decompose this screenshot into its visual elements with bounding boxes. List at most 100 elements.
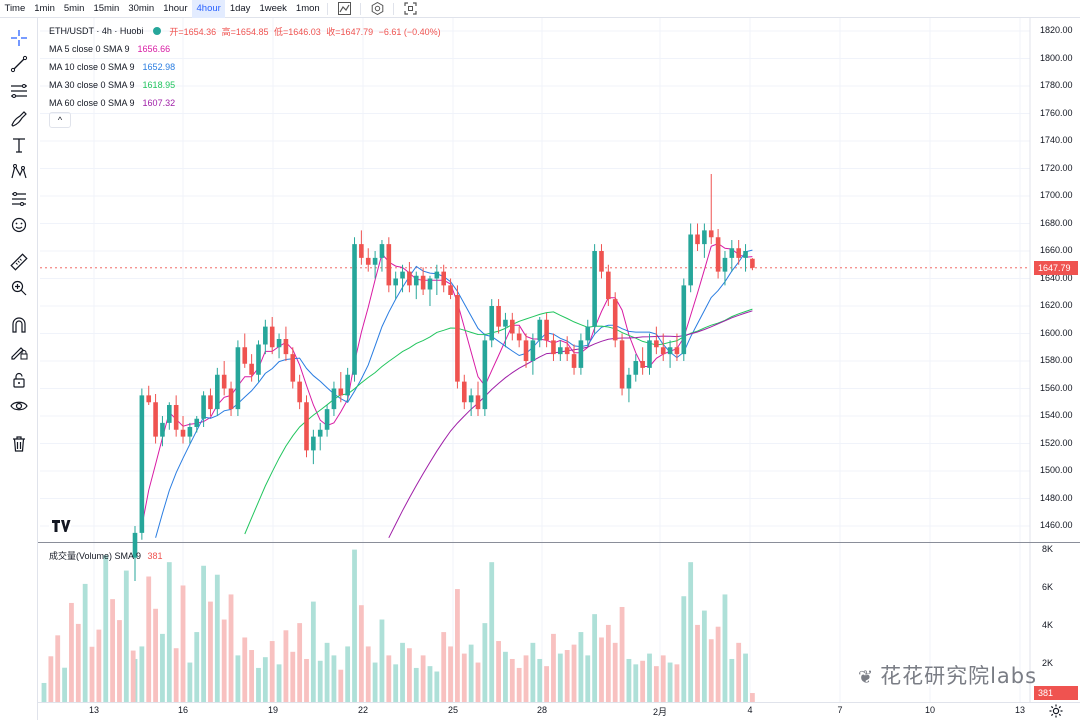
ruler-icon[interactable] [8, 251, 30, 273]
lock-icon[interactable] [8, 369, 30, 391]
candle-body [537, 319, 543, 341]
trash-icon[interactable] [8, 433, 30, 455]
volume-bar [139, 646, 145, 702]
ma-label: MA 5 close 0 SMA 9 [49, 44, 130, 54]
volume-bar [324, 642, 330, 702]
tf-1min[interactable]: 1min [34, 2, 55, 14]
tf-30min[interactable]: 30min [128, 2, 155, 14]
volume-legend[interactable]: 成交量(Volume) SMA 9 381 [49, 549, 163, 562]
crosshair-icon[interactable] [8, 27, 30, 49]
ma10-legend[interactable]: MA 10 close 0 SMA 9 1652.98 [49, 58, 444, 76]
candle-body [578, 340, 584, 368]
tf-1day[interactable]: 1day [229, 2, 251, 14]
tf-4hour[interactable]: 4hour [192, 0, 226, 18]
volume-bar [516, 667, 522, 702]
long-position-icon[interactable] [8, 188, 30, 210]
trendline-icon[interactable] [8, 53, 30, 75]
tf-1hour[interactable]: 1hour [163, 2, 188, 14]
candle-body [352, 244, 357, 375]
ma60-legend[interactable]: MA 60 close 0 SMA 9 1607.32 [49, 94, 444, 112]
volume-bar [660, 655, 666, 702]
candle-body [249, 363, 254, 375]
settings-gear-icon[interactable] [1048, 703, 1064, 719]
top-toolbar: Time 1min 5min 15min 30min 1hour 4hour 1… [0, 0, 1080, 18]
tf-1mon[interactable]: 1mon [295, 2, 320, 14]
volume-bar [640, 660, 646, 702]
ohlc-values: 开=1654.36 高=1654.85 低=1646.03 收=1647.79 … [169, 25, 443, 38]
time-tick-label: 4 [747, 705, 753, 715]
current-price-tag: 1647.79 [1034, 260, 1078, 275]
volume-bar [413, 667, 419, 702]
price-tick-label: 1820.00 [1040, 25, 1073, 35]
ma-value: 1652.98 [142, 62, 176, 72]
candle-body [503, 319, 508, 327]
ma30-legend[interactable]: MA 30 close 0 SMA 9 1618.95 [49, 76, 444, 94]
candle-body [359, 244, 364, 258]
symbol-title[interactable]: ETH/USDT · 4h · Huobi [49, 26, 144, 36]
candle-body [455, 295, 460, 382]
candle-body [530, 340, 536, 361]
candle-body [194, 418, 200, 427]
pattern-icon[interactable] [8, 161, 30, 183]
candle-body [496, 306, 501, 327]
ma-value: 1656.66 [137, 44, 171, 54]
moving-averages [141, 243, 753, 539]
tf-5min[interactable]: 5min [63, 2, 85, 14]
price-tick-label: 1520.00 [1040, 437, 1073, 448]
volume-tick-label: 6K [1042, 581, 1054, 592]
candle-body [345, 374, 350, 396]
emoji-icon[interactable] [8, 214, 30, 236]
time-tick-label: 10 [924, 705, 936, 715]
brush-icon[interactable] [8, 107, 30, 129]
parallel-channel-icon[interactable] [8, 80, 30, 102]
magnet-icon[interactable] [8, 314, 30, 336]
volume-bar [667, 662, 673, 702]
volume-bar [358, 605, 364, 702]
candle-body [612, 299, 618, 341]
candle-body [379, 244, 385, 258]
candle-body [702, 230, 707, 245]
volume-bar [75, 623, 81, 702]
symbol-row[interactable]: ETH/USDT · 4h · Huobi 开=1654.36 高=1654.8… [49, 22, 444, 40]
tf-time[interactable]: Time [4, 2, 26, 14]
volume-bar [475, 662, 481, 702]
candle-body [208, 395, 213, 410]
candle-body [331, 388, 337, 410]
candle-body [544, 319, 549, 341]
candle-body [647, 340, 652, 368]
volume-bar [345, 646, 351, 702]
volume-bar [489, 562, 495, 702]
fullscreen-icon[interactable] [401, 0, 419, 18]
volume-bar [729, 658, 735, 702]
volume-bar [110, 599, 115, 702]
volume-bar [592, 614, 598, 702]
lock-drawing-icon[interactable] [8, 341, 30, 363]
candle-body [276, 339, 282, 348]
candle-body [372, 257, 378, 265]
candle-body [283, 339, 289, 355]
volume-bar [461, 653, 467, 702]
volume-bar [509, 658, 515, 702]
ma5-legend[interactable]: MA 5 close 0 SMA 9 1656.66 [49, 40, 444, 58]
candle-body [599, 251, 604, 272]
text-icon[interactable] [8, 134, 30, 156]
volume-bar [187, 662, 193, 702]
legend-collapse-button[interactable]: ^ [49, 112, 71, 128]
indicators-icon[interactable] [335, 0, 353, 18]
settings-icon[interactable] [368, 0, 386, 18]
volume-bar [117, 620, 122, 702]
candle-body [413, 275, 419, 286]
volume-bar [130, 650, 136, 702]
candle-body [434, 271, 440, 279]
eye-icon[interactable] [8, 395, 30, 417]
low-value: 低=1646.03 [273, 26, 321, 37]
tf-1week[interactable]: 1week [259, 2, 287, 14]
tf-15min[interactable]: 15min [93, 2, 120, 14]
candle-body [715, 237, 721, 272]
volume-bar [256, 667, 261, 702]
zoom-in-icon[interactable] [8, 277, 30, 299]
candle-body [297, 381, 302, 403]
candle-body [674, 347, 680, 355]
high-value: 高=1654.85 [221, 26, 269, 37]
volume-bar [153, 608, 158, 702]
